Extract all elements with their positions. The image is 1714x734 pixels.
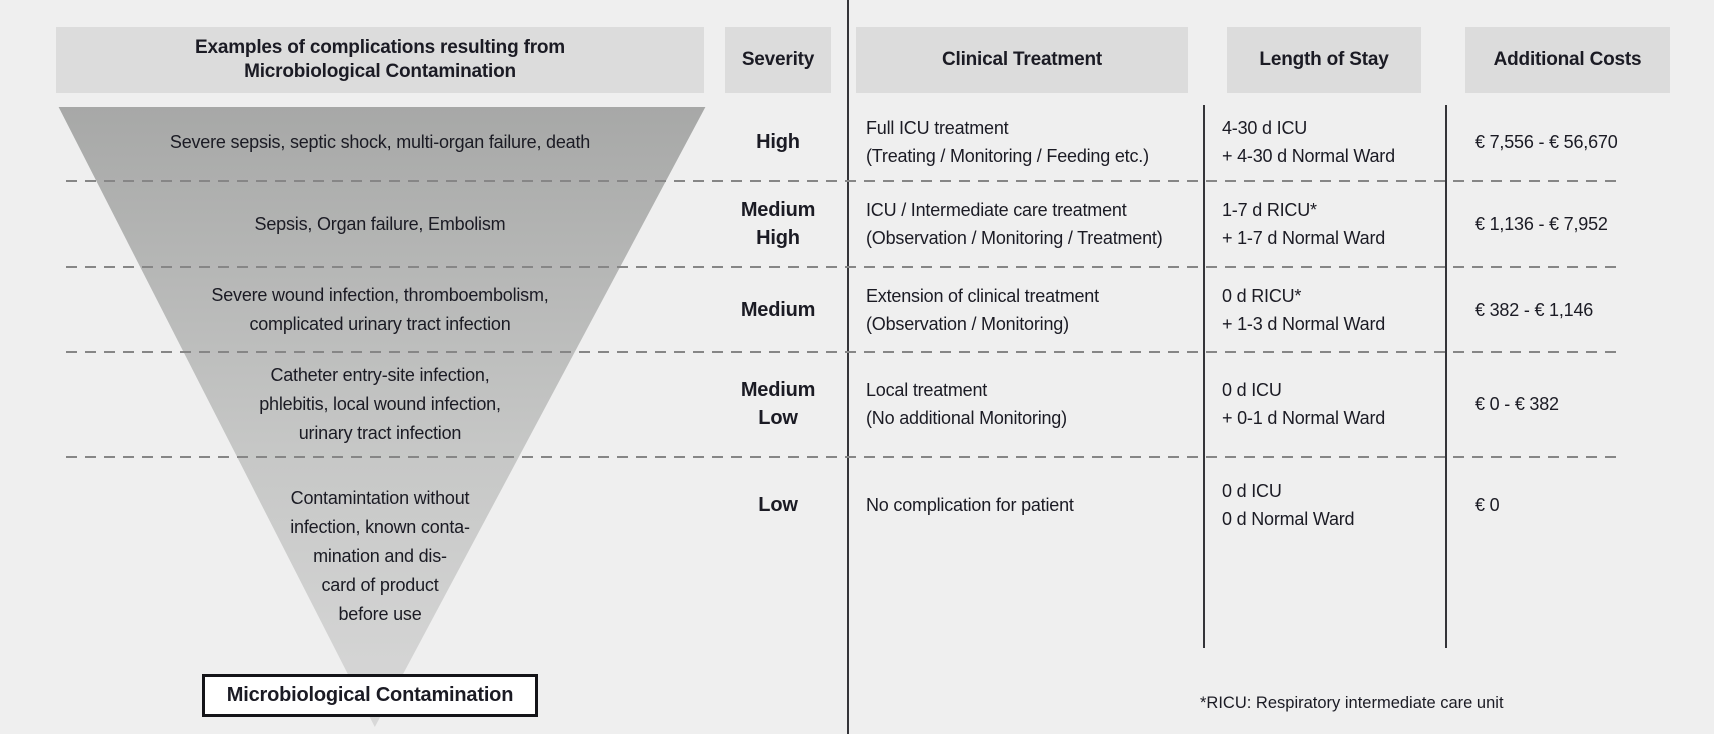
length-of-stay-cell: 0 d ICU 0 d Normal Ward <box>1222 481 1355 529</box>
header-severity: Severity <box>725 27 831 93</box>
row-separator-1 <box>66 180 1622 182</box>
divider-severity-treatment <box>847 0 849 734</box>
length-of-stay-cell: 0 d RICU* + 1-3 d Normal Ward <box>1222 285 1386 334</box>
clinical-treatment-cell: Full ICU treatment (Treating / Monitorin… <box>866 118 1149 166</box>
examples-cell: Severe wound infection, thromboembolism,… <box>211 284 549 334</box>
severity-cell: Medium Low <box>740 379 816 429</box>
additional-costs-cell: € 7,556 - € 56,670 <box>1475 132 1618 152</box>
severity-cell: Medium High <box>740 199 816 249</box>
examples-cell: Catheter entry-site infection, phlebitis… <box>259 364 501 443</box>
header-additional-costs: Additional Costs <box>1465 27 1670 93</box>
funnel-label-box: Microbiological Contamination <box>202 674 538 717</box>
header-clinical-treatment: Clinical Treatment <box>856 27 1188 93</box>
clinical-treatment-cell: Extension of clinical treatment (Observa… <box>866 285 1099 334</box>
clinical-treatment-cell: ICU / Intermediate care treatment (Obser… <box>866 200 1163 248</box>
examples-cell: Severe sepsis, septic shock, multi-organ… <box>169 131 591 152</box>
row-separator-3 <box>66 351 1622 353</box>
length-of-stay-cell: 1-7 d RICU* + 1-7 d Normal Ward <box>1222 200 1386 248</box>
length-of-stay-cell: 0 d ICU + 0-1 d Normal Ward <box>1222 380 1386 428</box>
header-length-of-stay: Length of Stay <box>1227 27 1421 93</box>
row-separator-4 <box>66 456 1622 458</box>
examples-cell: Sepsis, Organ failure, Embolism <box>254 213 506 234</box>
divider-treatment-stay <box>1203 105 1205 648</box>
additional-costs-cell: € 382 - € 1,146 <box>1475 299 1594 320</box>
clinical-treatment-cell: Local treatment (No additional Monitorin… <box>866 380 1067 428</box>
divider-stay-costs <box>1445 105 1447 648</box>
additional-costs-cell: € 0 <box>1475 495 1500 515</box>
ricu-footnote: *RICU: Respiratory intermediate care uni… <box>1200 694 1504 712</box>
severity-cell: High <box>756 131 800 153</box>
funnel-label: Microbiological Contamination <box>226 684 514 706</box>
severity-cell: Medium <box>740 298 816 321</box>
header-examples: Examples of complications resulting from… <box>56 27 704 93</box>
length-of-stay-cell: 4-30 d ICU + 4-30 d Normal Ward <box>1222 118 1395 166</box>
additional-costs-cell: € 1,136 - € 7,952 <box>1475 214 1608 234</box>
row-separator-2 <box>66 266 1622 268</box>
examples-cell: Contamintation without infection, known … <box>290 487 470 624</box>
additional-costs-cell: € 0 - € 382 <box>1475 394 1559 414</box>
severity-cell: Low <box>758 494 798 516</box>
clinical-treatment-cell: No complication for patient <box>866 495 1074 515</box>
